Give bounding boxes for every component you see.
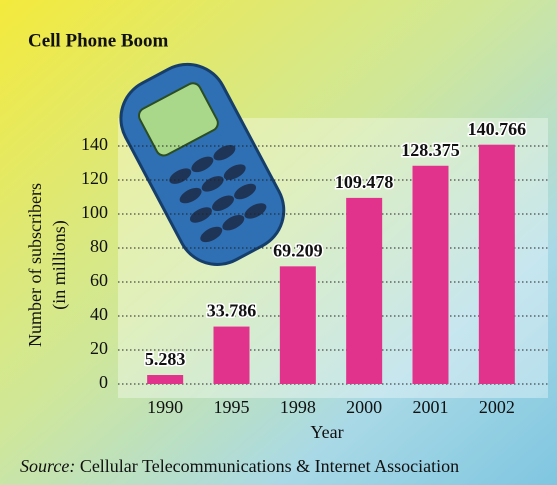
bar (478, 144, 515, 384)
y-tick-label: 20 (90, 338, 108, 358)
x-tick-label: 1998 (280, 397, 316, 417)
y-tick-label: 140 (81, 134, 108, 154)
source-text: Cellular Telecommunications & Internet A… (80, 456, 459, 476)
x-tick-label: 2002 (479, 397, 515, 417)
y-tick-label: 80 (90, 236, 108, 256)
y-tick-label: 40 (90, 304, 108, 324)
x-tick-label: 2000 (346, 397, 382, 417)
value-label: 128.375 (401, 140, 460, 160)
x-tick-label: 2001 (413, 397, 449, 417)
bar (213, 326, 250, 384)
source-label: Source: (20, 456, 75, 476)
y-tick-label: 100 (81, 202, 108, 222)
value-label: 140.766 (468, 119, 527, 139)
bar (147, 375, 184, 384)
bar (279, 266, 316, 384)
value-label: 33.786 (207, 301, 257, 321)
value-label: 5.283 (145, 349, 186, 369)
bar (412, 165, 449, 384)
x-axis-label: Year (310, 422, 343, 442)
y-axis-label: (in millions) (49, 220, 70, 310)
value-label: 109.478 (335, 172, 394, 192)
y-axis-label: Number of subscribers (25, 183, 45, 347)
bar (346, 197, 383, 384)
y-tick-label: 0 (99, 372, 108, 392)
y-tick-label: 120 (81, 168, 108, 188)
x-tick-label: 1990 (147, 397, 183, 417)
y-tick-label: 60 (90, 270, 108, 290)
chart-title: Cell Phone Boom (28, 30, 169, 51)
value-label: 69.209 (273, 240, 323, 260)
source: Source: Cellular Telecommunications & In… (20, 456, 459, 476)
x-tick-label: 1995 (214, 397, 250, 417)
